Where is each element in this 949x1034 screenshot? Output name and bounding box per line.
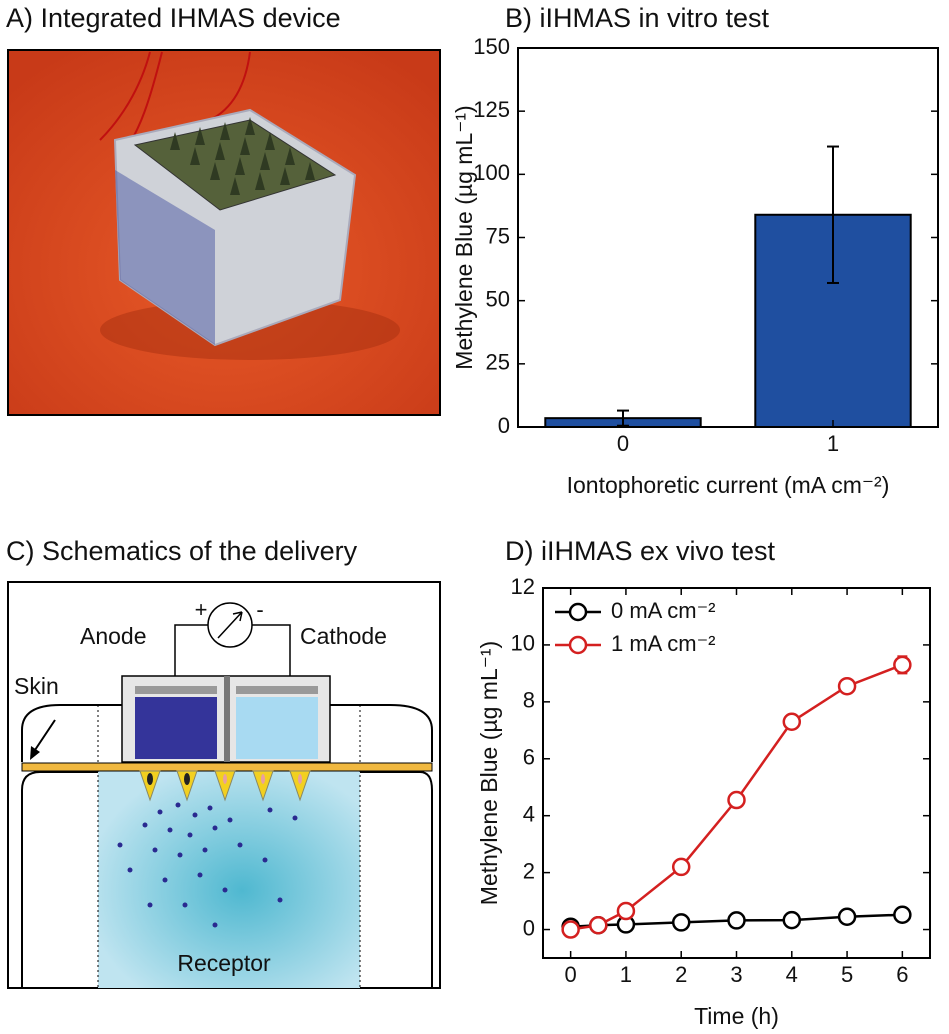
x-axis-label: Time (h) [694, 1003, 779, 1029]
data-point [782, 910, 802, 930]
y-tick-label: 75 [486, 223, 510, 248]
data-point [616, 901, 636, 921]
x-tick-label: 3 [730, 962, 742, 987]
label: - [256, 597, 263, 622]
y-tick-label: 8 [523, 688, 535, 713]
y-tick-label: 12 [511, 574, 535, 599]
y-tick-label: 2 [523, 858, 535, 883]
x-axis-label: Iontophoretic current (mA cm⁻²) [567, 472, 890, 498]
label: Cathode [300, 623, 387, 649]
plot-frame [517, 47, 939, 428]
y-tick-label: 10 [511, 631, 535, 656]
x-tick-label: 1 [620, 962, 632, 987]
y-tick-label: 25 [486, 350, 510, 375]
plot-frame [542, 587, 931, 959]
y-tick-label: 125 [473, 97, 510, 122]
x-tick-label: 1 [827, 431, 839, 456]
y-tick-label: 100 [473, 160, 510, 185]
data-point [671, 857, 691, 877]
label: Receptor [177, 950, 271, 976]
x-tick-label: 4 [786, 962, 798, 987]
y-tick-label: 0 [523, 915, 535, 940]
panel-title: C) Schematics of the delivery [6, 536, 358, 566]
x-tick-label: 5 [841, 962, 853, 987]
label: Anode [80, 623, 147, 649]
data-point [561, 920, 580, 939]
legend-marker [568, 635, 588, 655]
data-point [671, 913, 691, 932]
data-point [837, 907, 857, 926]
y-tick-label: 4 [523, 802, 535, 827]
x-tick-label: 0 [565, 962, 577, 987]
schematic: Anode Cathode Skin Receptor + - [7, 581, 441, 989]
x-tick-label: 6 [896, 962, 908, 987]
chart-title: D) iIHMAS ex vivo test [505, 536, 776, 566]
error-bar [827, 145, 839, 284]
data-point [727, 790, 746, 810]
y-tick-label: 50 [486, 286, 510, 311]
data-point [589, 916, 608, 935]
data-point [893, 905, 912, 924]
data-point [782, 712, 802, 732]
legend-marker [568, 602, 588, 622]
data-point [837, 676, 857, 696]
panel-title: A) Integrated IHMAS device [6, 3, 341, 33]
x-tick-label: 2 [675, 962, 687, 987]
y-axis-label: Methylene Blue (µg mL⁻¹) [451, 105, 477, 369]
label: + [195, 597, 208, 622]
data-point [893, 655, 912, 675]
x-tick-label: 0 [617, 431, 629, 456]
photo [7, 49, 441, 416]
chart-title: B) iIHMAS in vitro test [505, 3, 770, 33]
y-axis-label: Methylene Blue (µg mL⁻¹) [476, 641, 502, 905]
label: Skin [14, 673, 59, 699]
y-tick-label: 150 [473, 34, 510, 59]
legend-label: 0 mA cm⁻² [611, 598, 716, 623]
y-tick-label: 0 [498, 413, 510, 438]
legend-label: 1 mA cm⁻² [611, 631, 716, 656]
y-tick-label: 6 [523, 745, 535, 770]
data-point [727, 911, 746, 930]
